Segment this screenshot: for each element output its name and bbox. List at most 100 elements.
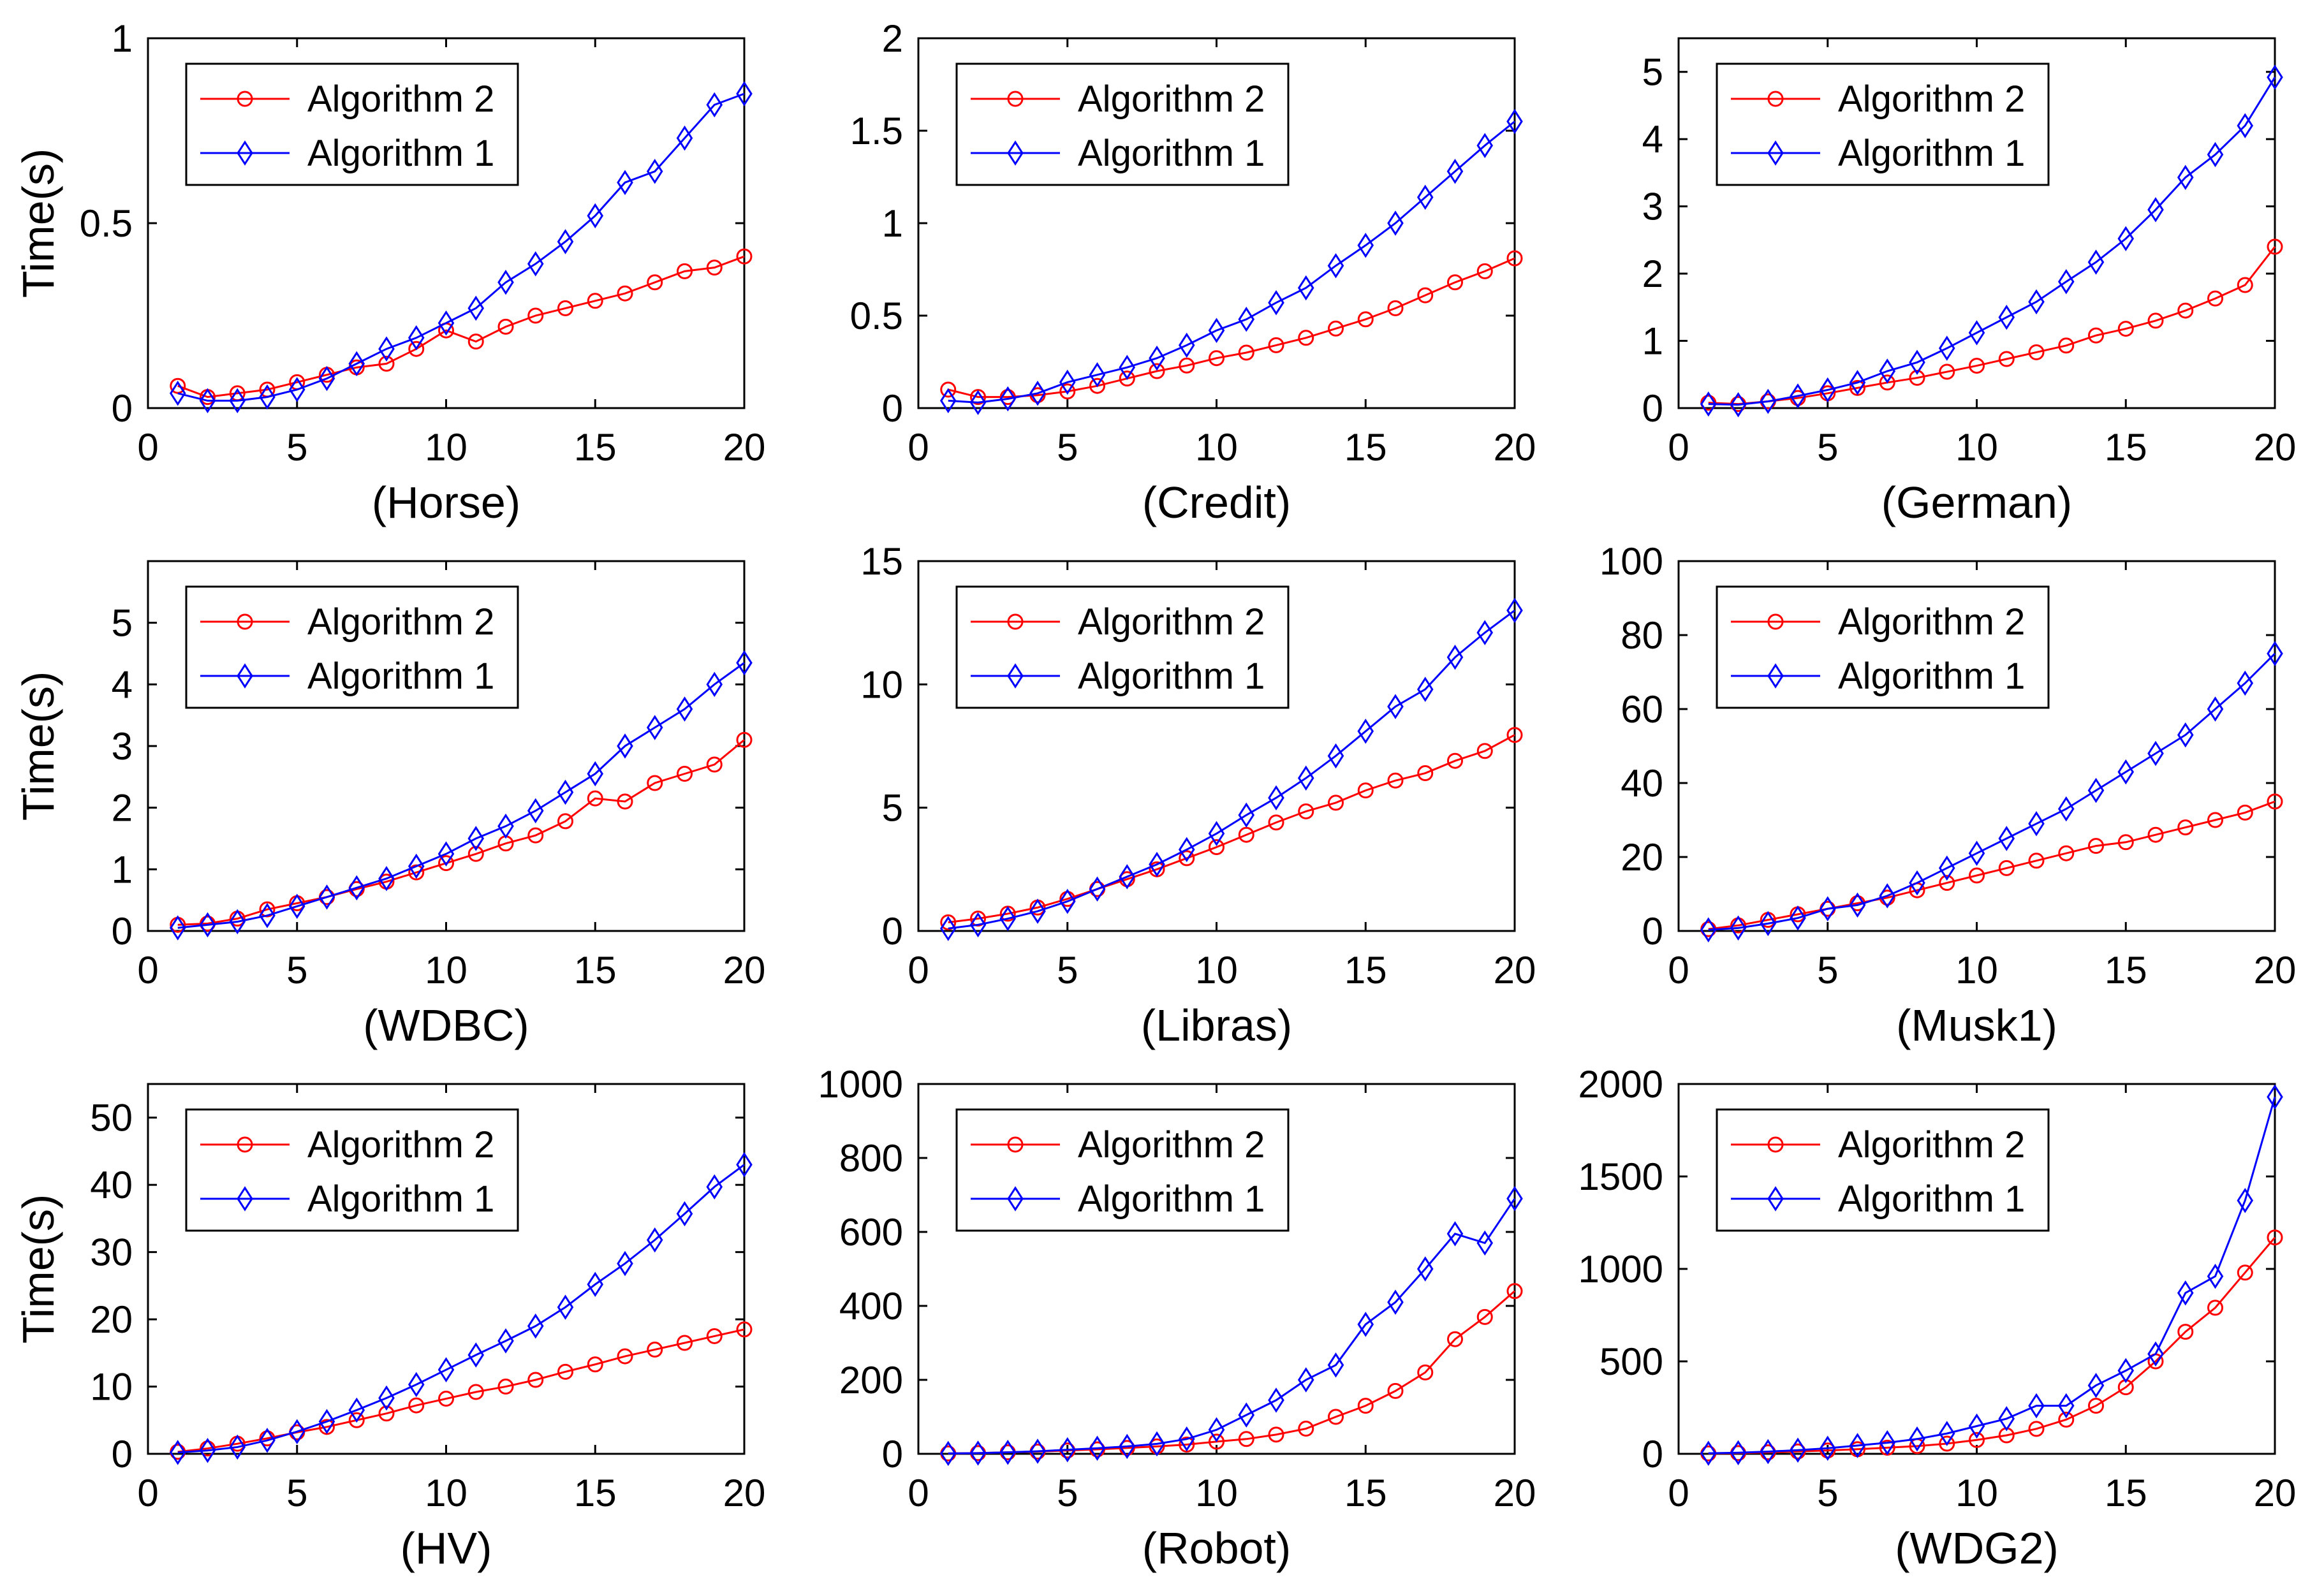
data-point-algorithm-1 xyxy=(408,325,425,351)
data-point-algorithm-1 xyxy=(1387,1289,1404,1315)
data-point-algorithm-1 xyxy=(1476,133,1494,158)
legend-box xyxy=(185,62,519,186)
data-point-algorithm-1 xyxy=(1909,1426,1925,1452)
data-point-algorithm-1 xyxy=(2207,696,2224,722)
data-point-algorithm-2 xyxy=(1268,1426,1284,1443)
data-point-algorithm-1 xyxy=(557,1294,574,1320)
data-point-algorithm-1 xyxy=(2147,1341,2164,1367)
data-point-algorithm-1 xyxy=(706,92,723,118)
data-point-algorithm-2 xyxy=(438,1391,454,1407)
data-point-algorithm-1 xyxy=(1089,362,1106,388)
data-point-algorithm-1 xyxy=(1059,369,1076,395)
x-tick-label: 0 xyxy=(137,1472,158,1514)
data-point-algorithm-2 xyxy=(527,1372,544,1388)
data-point-algorithm-1 xyxy=(318,1409,335,1435)
x-tick-label: 5 xyxy=(1817,426,1838,469)
data-point-algorithm-2 xyxy=(1387,772,1404,789)
data-point-algorithm-1 xyxy=(378,866,395,891)
data-point-algorithm-1 xyxy=(1416,1256,1434,1282)
data-point-algorithm-1 xyxy=(736,81,753,106)
data-point-algorithm-1 xyxy=(646,715,663,740)
data-point-algorithm-1 xyxy=(2087,777,2105,803)
data-point-algorithm-2 xyxy=(200,1440,216,1457)
data-point-algorithm-2 xyxy=(1417,287,1434,304)
data-point-algorithm-1 xyxy=(1446,159,1464,184)
data-point-algorithm-2 xyxy=(2267,1229,2283,1246)
legend-label-algorithm-2: Algorithm 2 xyxy=(1078,601,1265,643)
data-point-algorithm-2 xyxy=(677,1335,693,1351)
legend-label-algorithm-1: Algorithm 1 xyxy=(1078,1178,1265,1220)
data-point-algorithm-2 xyxy=(527,827,544,844)
data-point-algorithm-2 xyxy=(378,1405,395,1422)
legend-label-algorithm-1: Algorithm 1 xyxy=(307,133,494,174)
data-point-algorithm-1 xyxy=(1730,1440,1747,1466)
data-point-algorithm-2 xyxy=(617,793,633,810)
data-point-algorithm-1 xyxy=(999,386,1017,412)
data-point-algorithm-2 xyxy=(1089,377,1105,394)
data-point-algorithm-1 xyxy=(497,270,514,295)
data-point-algorithm-1 xyxy=(1387,210,1404,236)
data-point-algorithm-1 xyxy=(1297,1367,1314,1393)
legend-marker-algorithm-1 xyxy=(1007,140,1024,166)
data-point-algorithm-2 xyxy=(1506,250,1523,267)
data-point-algorithm-2 xyxy=(587,790,603,807)
x-axis-label: (WDG2) xyxy=(1895,1523,2059,1573)
data-point-algorithm-1 xyxy=(408,1372,425,1398)
y-tick-label: 5 xyxy=(882,787,903,830)
legend-label-algorithm-2: Algorithm 2 xyxy=(1078,78,1265,120)
x-tick-label: 20 xyxy=(723,949,766,992)
y-tick-label: 5 xyxy=(112,602,133,645)
data-point-algorithm-2 xyxy=(2177,302,2194,319)
x-tick-label: 10 xyxy=(1955,949,1998,992)
series-line-algorithm-1 xyxy=(1708,1096,2276,1454)
legend: Algorithm 2 Algorithm 1 xyxy=(185,585,519,709)
data-point-algorithm-1 xyxy=(2267,1084,2283,1110)
legend-marker-algorithm-2 xyxy=(237,1136,253,1153)
y-tick-label: 3 xyxy=(112,725,133,768)
data-point-algorithm-1 xyxy=(348,875,365,901)
data-point-algorithm-2 xyxy=(736,1321,753,1338)
data-point-algorithm-1 xyxy=(2267,641,2283,666)
series-line-algorithm-1 xyxy=(948,1197,1516,1454)
data-point-algorithm-2 xyxy=(647,274,663,291)
panel-wdg2: 0 5 10 15 20 0 500 1000 1500 2000 (WDG2) Algorithm … xyxy=(1578,1063,2297,1573)
data-point-algorithm-2 xyxy=(1209,839,1225,856)
legend: Algorithm 2 Algorithm 1 xyxy=(955,62,1290,186)
data-point-algorithm-1 xyxy=(646,159,663,184)
y-tick-label: 0.5 xyxy=(850,295,903,337)
legend-label-algorithm-2: Algorithm 2 xyxy=(307,1124,494,1166)
data-point-algorithm-2 xyxy=(2207,812,2223,828)
y-tick-label: 1 xyxy=(882,202,903,245)
data-point-algorithm-1 xyxy=(1938,1421,1955,1446)
data-point-algorithm-2 xyxy=(1998,860,2015,876)
data-point-algorithm-1 xyxy=(1149,851,1165,877)
x-tick-label: 5 xyxy=(286,949,307,992)
data-point-algorithm-2 xyxy=(1476,743,1493,759)
data-point-algorithm-1 xyxy=(1059,1437,1076,1463)
series-line-algorithm-2 xyxy=(948,1290,1515,1454)
data-point-algorithm-1 xyxy=(1029,1439,1046,1464)
x-axis-label: (Musk1) xyxy=(1896,1000,2057,1050)
data-point-algorithm-1 xyxy=(1938,335,1955,361)
data-point-algorithm-1 xyxy=(259,1428,276,1453)
y-tick-label: 40 xyxy=(1621,762,1663,805)
legend-label-algorithm-2: Algorithm 2 xyxy=(307,78,494,120)
data-point-algorithm-1 xyxy=(617,733,633,759)
x-tick-label: 15 xyxy=(1344,1472,1387,1514)
data-point-algorithm-2 xyxy=(706,756,723,773)
data-point-algorithm-1 xyxy=(676,125,693,151)
x-tick-label: 0 xyxy=(908,426,929,469)
data-point-algorithm-2 xyxy=(2177,1324,2194,1340)
x-tick-label: 20 xyxy=(723,426,766,469)
data-point-algorithm-1 xyxy=(408,853,425,879)
series-line-algorithm-2 xyxy=(177,739,745,926)
y-tick-label: 1 xyxy=(112,17,133,60)
data-point-algorithm-1 xyxy=(736,1152,753,1178)
y-tick-label: 4 xyxy=(1642,118,1663,161)
data-point-algorithm-2 xyxy=(736,248,753,265)
legend-label-algorithm-1: Algorithm 1 xyxy=(1838,1178,2025,1220)
data-point-algorithm-1 xyxy=(999,1439,1017,1465)
data-point-algorithm-1 xyxy=(1730,915,1747,941)
data-point-algorithm-2 xyxy=(2267,238,2283,255)
x-tick-label: 20 xyxy=(2254,1472,2297,1514)
